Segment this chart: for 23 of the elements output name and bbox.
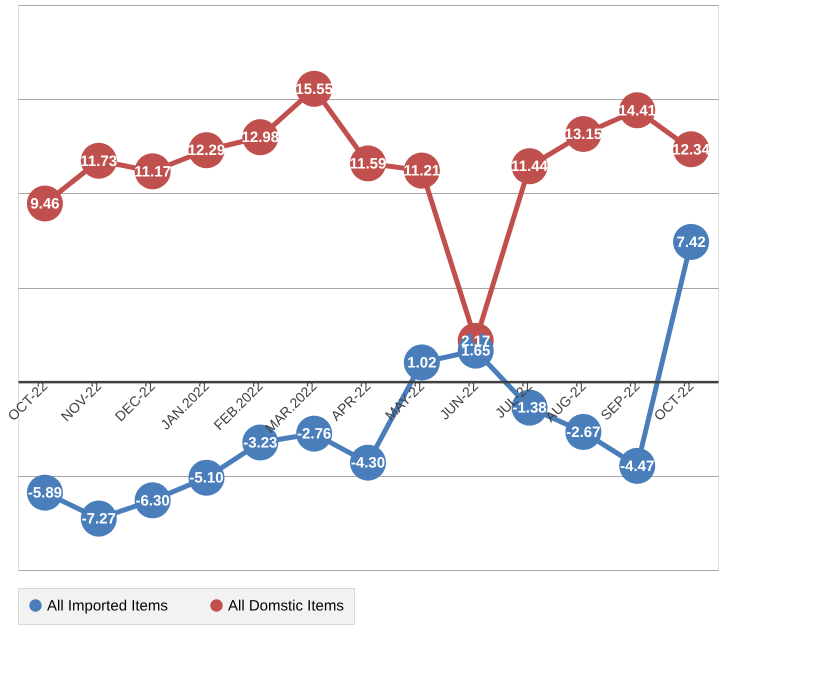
data-label: -4.30 [350, 454, 386, 472]
data-label: 14.41 [618, 102, 656, 120]
data-label: -7.27 [82, 510, 116, 528]
data-label: -5.89 [28, 484, 62, 502]
data-label: -4.47 [620, 458, 654, 475]
data-label: 12.34 [672, 141, 710, 158]
data-label: 12.98 [242, 129, 280, 146]
data-label: 11.44 [511, 158, 549, 176]
data-label: -5.10 [189, 470, 224, 487]
data-label: 12.29 [188, 142, 226, 160]
data-label: 11.59 [350, 155, 386, 172]
data-label: -3.23 [243, 434, 278, 452]
data-label: -2.67 [566, 424, 600, 441]
data-label: 11.21 [403, 162, 440, 180]
data-label: 7.42 [676, 234, 706, 251]
legend-label: All Imported Items [47, 598, 168, 615]
data-label: 9.46 [30, 196, 60, 213]
data-label: 1.02 [407, 354, 436, 372]
data-label: 13.15 [564, 126, 602, 144]
data-label: -6.30 [136, 492, 170, 510]
data-label: 11.73 [80, 152, 118, 170]
data-label: 11.17 [134, 163, 171, 180]
legend-label: All Domstic Items [228, 598, 344, 615]
